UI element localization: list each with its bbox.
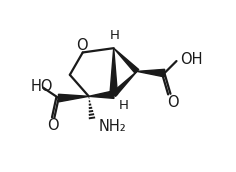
Text: O: O — [167, 95, 179, 110]
Polygon shape — [59, 94, 89, 102]
Text: HO: HO — [30, 79, 53, 94]
Polygon shape — [89, 91, 114, 98]
Text: H: H — [110, 29, 119, 42]
Polygon shape — [112, 71, 137, 96]
Text: OH: OH — [180, 52, 202, 67]
Text: O: O — [76, 38, 88, 53]
Polygon shape — [110, 48, 118, 95]
Text: NH₂: NH₂ — [99, 119, 127, 134]
Polygon shape — [114, 48, 139, 73]
Text: O: O — [47, 118, 59, 133]
Text: H: H — [119, 99, 129, 112]
Polygon shape — [137, 69, 165, 77]
